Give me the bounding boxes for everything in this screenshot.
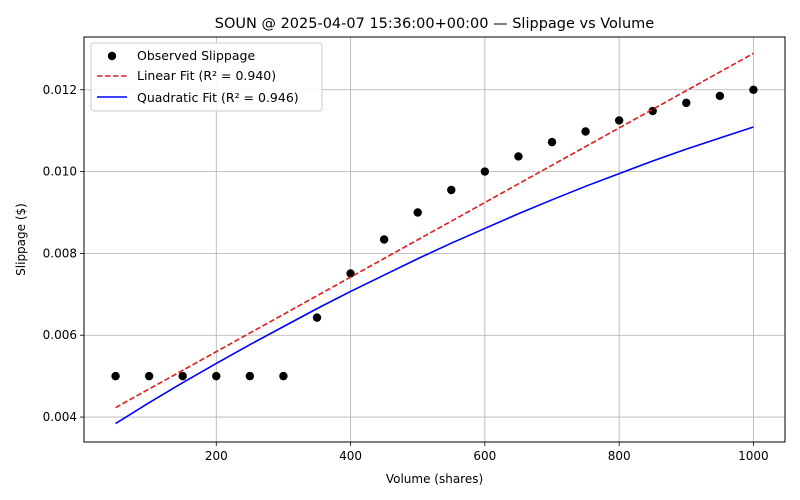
legend-label-quadratic: Quadratic Fit (R² = 0.946) (137, 90, 299, 105)
data-point-observed (245, 371, 255, 381)
data-point-observed (547, 137, 557, 147)
series-layer (111, 52, 758, 425)
series-line-quadratic-fit (115, 126, 754, 425)
grid (84, 37, 785, 442)
data-point-observed (379, 235, 389, 244)
series-line-linear-fit (115, 52, 754, 409)
y-tick-label: 0.008 (43, 246, 77, 260)
data-point-observed (144, 371, 154, 381)
x-tick-label: 600 (473, 449, 496, 463)
data-point-observed (212, 371, 221, 381)
x-tick-label: 400 (339, 449, 362, 463)
legend-label-linear: Linear Fit (R² = 0.940) (137, 68, 276, 83)
x-tick-label: 1000 (738, 449, 769, 463)
x-tick-label: 800 (608, 449, 631, 463)
data-point-observed (413, 208, 422, 217)
data-point-observed (581, 127, 590, 136)
legend-marker-observed (107, 51, 117, 61)
x-axis-label: Volume (shares) (386, 472, 483, 486)
data-point-observed (749, 85, 758, 94)
plot-frame (83, 36, 786, 443)
data-point-observed (312, 313, 322, 322)
data-point-observed (514, 152, 523, 161)
data-point-observed (614, 116, 624, 125)
y-axis-label: Slippage ($) (14, 203, 28, 276)
legend-label-observed: Observed Slippage (137, 48, 255, 63)
y-tick-label: 0.010 (43, 165, 77, 179)
y-tick-label: 0.004 (43, 410, 77, 424)
y-tick-label: 0.012 (43, 83, 77, 97)
data-point-observed (279, 371, 288, 381)
data-point-observed (111, 371, 120, 381)
data-point-observed (178, 371, 187, 381)
data-point-observed (447, 185, 456, 195)
y-tick-label: 0.006 (43, 328, 77, 342)
data-point-observed (715, 91, 725, 101)
legend-box (90, 42, 323, 112)
chart-title: SOUN @ 2025-04-07 15:36:00+00:00 — Slipp… (215, 16, 654, 32)
x-tick-label: 200 (205, 449, 228, 463)
data-point-observed (480, 167, 490, 176)
legend: Observed Slippage Linear Fit (R² = 0.940… (90, 42, 323, 112)
ticks: 200 400 600 800 1000 0.004 0.006 0.008 0.010 0.01… (43, 83, 769, 463)
data-point-observed (346, 269, 355, 278)
data-point-observed (682, 98, 691, 108)
